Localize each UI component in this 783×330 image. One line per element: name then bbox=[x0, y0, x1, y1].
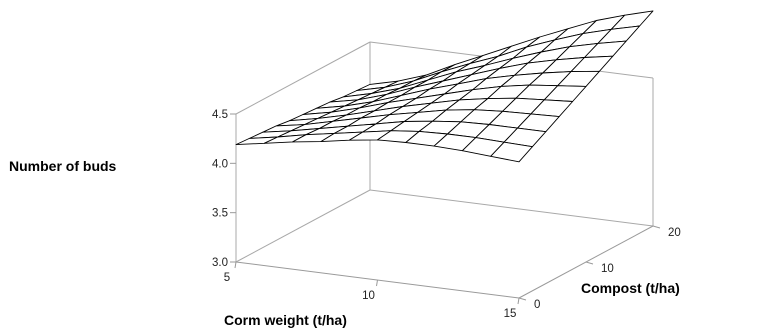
z-tick-label: 3.5 bbox=[212, 208, 228, 220]
z-tick-label: 4.0 bbox=[212, 158, 228, 170]
y-axis-title: Compost (t/ha) bbox=[581, 280, 680, 296]
y-tick-mark bbox=[585, 261, 594, 265]
surface-cell bbox=[490, 141, 533, 163]
axis-ticks: 3.0 3.5 4.0 4.5 5 10 15 0 10 20 bbox=[212, 109, 681, 320]
x-tick-mark bbox=[234, 261, 237, 269]
y-tick-mark bbox=[518, 297, 527, 301]
back-wall-bottom-edge bbox=[369, 189, 654, 227]
z-tick-label: 3.0 bbox=[212, 257, 228, 269]
z-axis-title: Number of buds bbox=[9, 158, 117, 174]
y-tick-mark bbox=[652, 225, 661, 229]
x-tick-label: 5 bbox=[224, 272, 230, 284]
x-tick-label: 15 bbox=[504, 308, 517, 320]
y-tick-label: 0 bbox=[534, 299, 540, 311]
surface-mesh bbox=[235, 10, 654, 163]
left-wall-bottom-edge bbox=[235, 189, 371, 263]
x-tick-mark bbox=[376, 279, 378, 287]
x-tick-mark bbox=[517, 297, 520, 305]
x-axis-title: Corm weight (t/ha) bbox=[224, 312, 347, 328]
y-tick-label: 20 bbox=[668, 227, 681, 239]
left-wall-top-edge bbox=[235, 41, 371, 115]
x-tick-label: 10 bbox=[362, 290, 375, 302]
y-tick-label: 10 bbox=[601, 263, 614, 275]
z-tick-label: 4.5 bbox=[212, 109, 228, 121]
